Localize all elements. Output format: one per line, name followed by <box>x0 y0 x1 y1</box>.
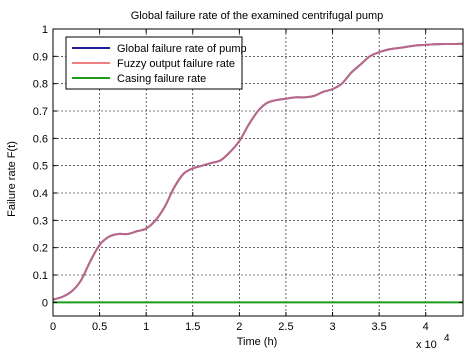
plot-frame <box>52 28 464 317</box>
series-line-fuzzy <box>52 42 464 301</box>
x-tick-label: 2 <box>236 321 242 333</box>
y-tick-label: 0.6 <box>33 133 48 145</box>
y-tick-label: 0.5 <box>33 161 48 173</box>
chart-title: Global failure rate of the examined cent… <box>131 10 384 22</box>
legend: Global failure rate of pump Fuzzy output… <box>65 36 247 90</box>
x-tick-label: 3.5 <box>371 321 386 333</box>
y-tick-labels: 0 0.1 0.2 0.3 0.4 0.5 0.6 0.7 0.8 0.9 1 <box>33 24 48 309</box>
x-multiplier-label: x 10 <box>416 339 437 351</box>
y-tick-label: 1 <box>42 24 48 36</box>
y-tick-label: 0 <box>42 297 48 309</box>
y-tick-label: 0.7 <box>33 106 48 118</box>
x-tick-label: 1 <box>143 321 149 333</box>
y-tick-label: 0.8 <box>33 79 48 91</box>
x-tick-label: 2.5 <box>278 321 293 333</box>
x-tick-label: 0.5 <box>92 321 107 333</box>
y-tick-label: 0.3 <box>33 215 48 227</box>
x-tick-label: 0 <box>50 321 56 333</box>
x-axis-label: Time (h) <box>237 336 278 348</box>
legend-label-casing: Casing failure rate <box>117 73 206 85</box>
y-axis-label: Failure rate F(t) <box>6 141 18 217</box>
y-tick-label: 0.9 <box>33 51 48 63</box>
y-tick-label: 0.2 <box>33 243 48 255</box>
ticks <box>52 28 463 316</box>
legend-label-global: Global failure rate of pump <box>117 43 247 55</box>
x-tick-label: 1.5 <box>185 321 200 333</box>
plot-lines <box>52 42 464 304</box>
x-multiplier-exponent: 4 <box>444 333 450 344</box>
y-tick-label: 0.4 <box>33 188 48 200</box>
legend-label-fuzzy: Fuzzy output failure rate <box>117 58 235 70</box>
y-tick-label: 0.1 <box>33 270 48 282</box>
x-tick-label: 4 <box>423 321 429 333</box>
x-tick-labels: 0 0.5 1 1.5 2 2.5 3 3.5 4 <box>50 321 429 333</box>
x-tick-label: 3 <box>329 321 335 333</box>
